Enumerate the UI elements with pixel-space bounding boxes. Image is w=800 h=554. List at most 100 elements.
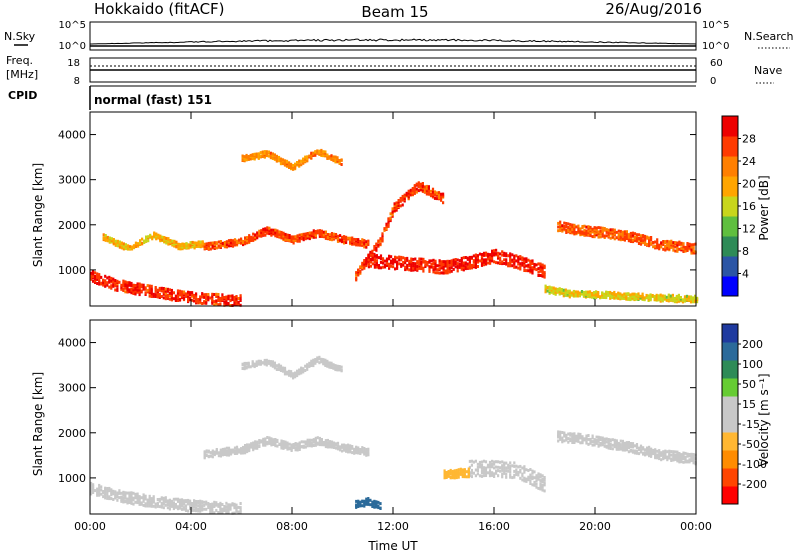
heatmap-cell [559,229,562,232]
heatmap-cell [229,507,232,511]
heatmap-cell [201,508,204,512]
heatmap-cell [414,268,417,272]
heatmap-cell [122,284,125,288]
heatmap-cell [682,457,685,461]
heatmap-cell [231,244,235,248]
heatmap-cell [417,184,420,188]
heatmap-cell [414,266,417,269]
heatmap-cell [137,242,140,246]
heatmap-cell [134,287,137,291]
heatmap-cell [178,289,182,293]
heatmap-cell [130,281,133,285]
heatmap-cell [629,240,632,243]
heatmap-cell [122,493,125,496]
heatmap-cell [499,466,502,470]
heatmap-cell [682,248,685,252]
heatmap-cell [513,261,516,264]
heatmap-cell [385,222,388,226]
heatmap-cell [371,500,374,504]
heatmap-cell [690,452,693,456]
nave-tick-bottom: 0 [710,76,716,87]
heatmap-cell [141,237,144,241]
heatmap-cell [639,450,643,454]
heatmap-cell [543,483,546,487]
colorbar-segment [722,378,738,397]
heatmap-cell [136,501,139,505]
x-tick-label: 04:00 [175,520,207,533]
heatmap-cell [654,455,657,458]
heatmap-cell [625,233,628,237]
heatmap-cell [252,232,255,236]
heatmap-cell [539,262,542,266]
heatmap-cell [679,297,682,301]
heatmap-cell [660,241,663,245]
heatmap-cell [296,369,299,373]
heatmap-cell [187,299,190,302]
heatmap-cell [104,274,107,278]
heatmap-cell [308,364,311,368]
heatmap-cell [509,464,512,468]
heatmap-cell [357,450,360,454]
heatmap-cell [102,495,105,499]
heatmap-cell [254,235,257,239]
heatmap-cell [328,440,332,444]
heatmap-cell [617,294,620,298]
heatmap-cell [290,448,293,452]
heatmap-cell [266,230,269,233]
heatmap-cell [355,241,358,245]
heatmap-cell [607,234,610,238]
heatmap-cell [559,432,562,436]
heatmap-cell [585,434,588,438]
heatmap-cell [197,298,200,301]
heatmap-cell [96,489,99,493]
heatmap-cell [300,445,303,449]
heatmap-cell [595,290,598,294]
heatmap-cell [462,261,465,265]
heatmap-cell [373,263,376,267]
heatmap-cell [326,364,329,368]
heatmap-cell [259,361,262,365]
heatmap-cell [589,225,592,229]
heatmap-cell [482,260,486,264]
heatmap-cell [285,370,289,374]
heatmap-cell [569,223,572,227]
heatmap-cell [361,242,364,246]
heatmap-cell [571,441,574,444]
heatmap-cell [332,157,335,161]
heatmap-cell [443,473,446,476]
heatmap-cell [609,228,612,232]
heatmap-cell [482,466,486,470]
heatmap-cell [254,444,257,448]
heatmap-cell [593,291,596,295]
heatmap-cell [509,461,512,465]
heatmap-cell [316,358,319,361]
heatmap-cell [243,361,246,365]
x-tick-label: 12:00 [377,520,409,533]
heatmap-cell [142,285,145,289]
heatmap-cell [322,150,325,154]
heatmap-cell [302,440,305,444]
heatmap-cell [112,498,115,501]
heatmap-cell [513,256,516,260]
heatmap-cell [134,292,137,296]
heatmap-cell [585,231,588,235]
heatmap-cell [300,159,303,163]
heatmap-cell [445,476,448,479]
heatmap-cell [493,462,496,466]
heatmap-cell [505,466,508,470]
heatmap-cell [503,258,506,262]
heatmap-cell [261,361,264,365]
heatmap-cell [292,443,295,446]
heatmap-cell [393,204,396,208]
heatmap-cell [503,463,506,467]
heatmap-cell [345,447,348,451]
heatmap-cell [322,235,325,239]
heatmap-cell [300,366,303,370]
heatmap-cell [466,265,469,269]
heatmap-cell [144,502,147,506]
heatmap-cell [140,496,143,500]
heatmap-cell [120,241,123,245]
heatmap-cell [472,259,475,263]
heatmap-cell [193,505,196,509]
heatmap-cell [627,239,630,243]
